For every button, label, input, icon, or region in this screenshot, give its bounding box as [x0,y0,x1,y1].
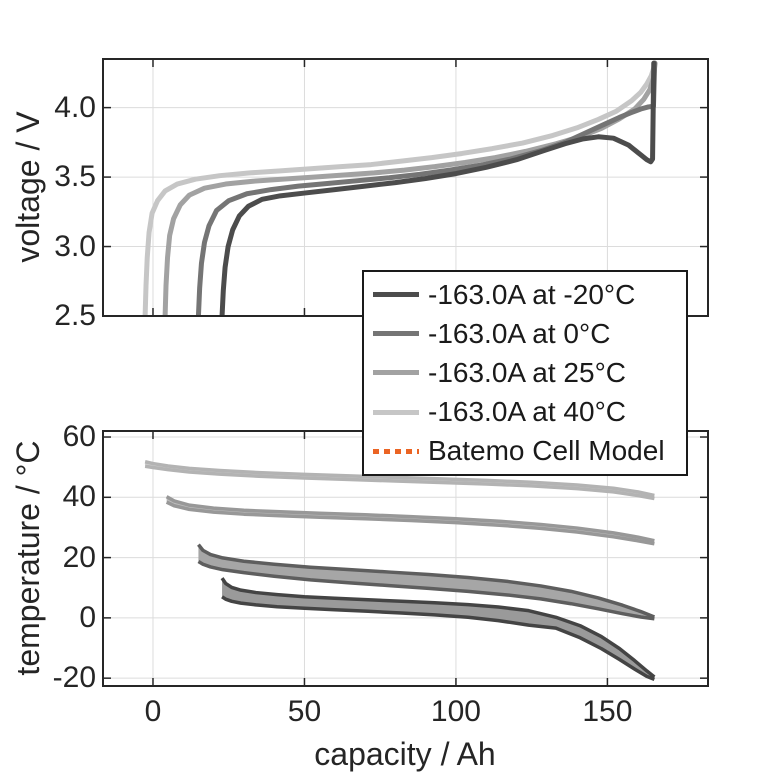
legend-line-sample-batemo-dotted [373,448,419,454]
capacity-axis-label: capacity / Ah [314,736,496,772]
temperature-y-tick-label: 0 [79,600,96,634]
legend-label: -163.0A at 0°C [428,317,611,349]
legend-item-40: -163.0A at 40°C [373,396,686,428]
legend-label: -163.0A at 25°C [428,356,626,388]
legend-item-25: -163.0A at 25°C [373,357,686,389]
legend: -163.0A at -20°C -163.0A at 0°C -163.0A … [362,270,688,476]
legend-line-sample-0 [373,331,419,337]
voltage-y-tick-label: 3.0 [54,229,96,263]
legend-label: Batemo Cell Model [428,435,665,467]
temperature-x-tick-label: 150 [582,695,633,728]
temperature-y-tick-label: 40 [62,480,96,514]
temperature-x-tick-label: 50 [287,695,322,728]
voltage-y-tick-label: 4.0 [54,90,96,124]
temperature-x-tick-label: 100 [430,695,481,728]
temperature-y-tick-label: -20 [52,661,96,695]
legend-line-sample-minus20 [373,292,419,298]
legend-label: -163.0A at -20°C [428,278,636,310]
legend-line-sample-40 [373,409,419,415]
temperature-y-tick-label: 20 [62,540,96,574]
voltage-y-tick-label: 2.5 [54,299,96,332]
temperature-x-tick-label: 0 [144,695,162,728]
voltage-y-tick-label: 3.5 [54,160,96,194]
temperature-y-tick-label: 60 [62,420,96,454]
legend-item-0: -163.0A at 0°C [373,318,686,350]
legend-label: -163.0A at 40°C [428,396,626,428]
legend-item-batemo-model: Batemo Cell Model [373,435,686,467]
legend-line-sample-25 [373,370,419,376]
legend-item-minus20: -163.0A at -20°C [373,279,686,311]
